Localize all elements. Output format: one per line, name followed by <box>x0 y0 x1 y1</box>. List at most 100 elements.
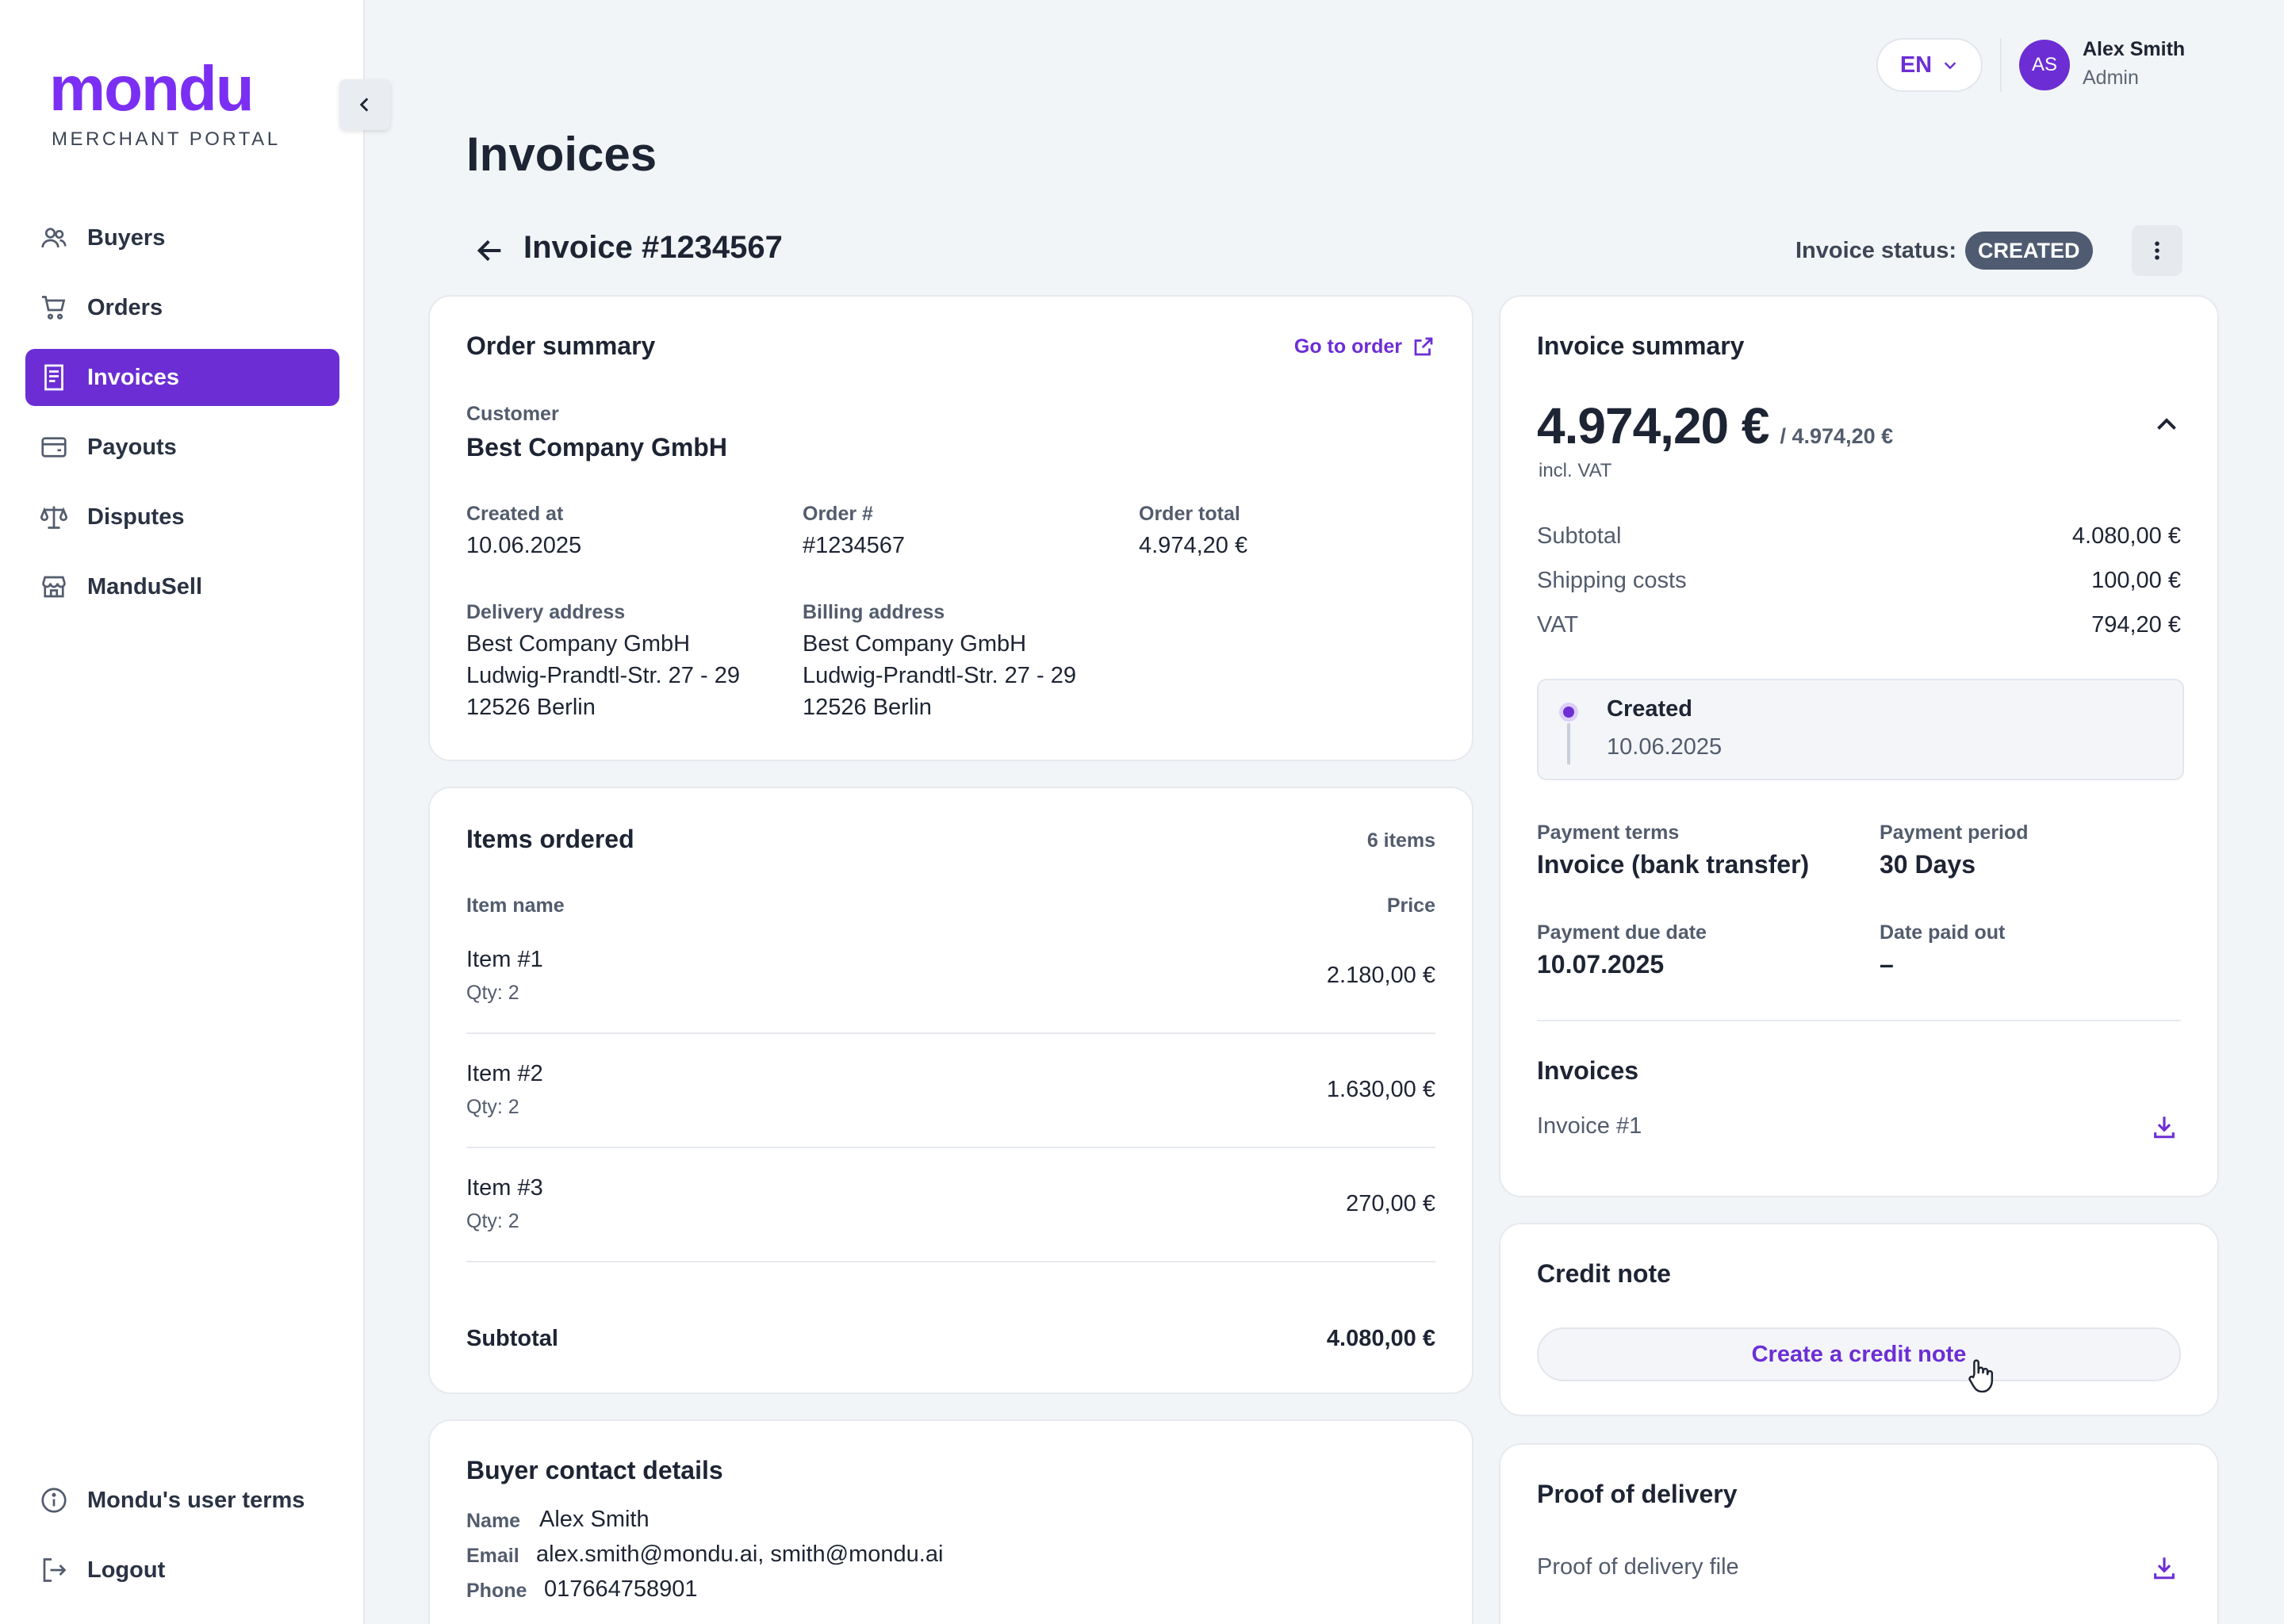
sidebar-item-orders[interactable]: Orders <box>25 279 339 336</box>
sidebar: mondu MERCHANT PORTAL Buyers Orders Invo… <box>0 0 365 1624</box>
buyer-contact-card: Buyer contact details Name Alex Smith Em… <box>428 1419 1473 1624</box>
billing-address-label: Billing address <box>803 601 945 623</box>
due-date-label: Payment due date <box>1537 921 1707 944</box>
more-options-button[interactable] <box>2132 225 2182 276</box>
sidebar-item-label: Logout <box>87 1557 166 1583</box>
go-to-order-link[interactable]: Go to order <box>1294 335 1435 358</box>
billing-address-line: Best Company GmbH <box>803 631 1027 657</box>
language-selector[interactable]: EN <box>1876 38 1983 92</box>
logo-subtitle: MERCHANT PORTAL <box>52 128 281 150</box>
download-invoice-button[interactable] <box>2151 1113 2178 1144</box>
header-divider <box>2000 38 2002 92</box>
buyer-contact-title: Buyer contact details <box>466 1456 723 1484</box>
invoice-file-label: Invoice #1 <box>1537 1113 1642 1139</box>
order-number-label: Order # <box>803 503 873 525</box>
summary-label: VAT <box>1537 612 1579 638</box>
subtotal-label: Subtotal <box>466 1326 558 1351</box>
items-ordered-title: Items ordered <box>466 825 634 853</box>
incl-vat-note: incl. VAT <box>1539 460 1612 481</box>
column-header-price: Price <box>1386 894 1435 917</box>
kebab-icon <box>2155 241 2159 260</box>
summary-value: 4.080,00 € <box>2071 523 2181 549</box>
invoice-timeline: Created 10.06.2025 <box>1537 679 2184 780</box>
page-title: Invoices <box>466 128 657 181</box>
sidebar-item-mondusell[interactable]: ManduSell <box>25 558 339 615</box>
invoice-status-label: Invoice status: <box>1795 238 1957 263</box>
back-button[interactable] <box>474 235 506 270</box>
avatar[interactable]: AS <box>2019 40 2070 90</box>
contact-phone-label: Phone <box>466 1580 527 1602</box>
payment-period-value: 30 Days <box>1880 850 1976 879</box>
summary-label: Shipping costs <box>1537 568 1687 593</box>
column-header-item-name: Item name <box>466 894 565 917</box>
invoice-summary-title: Invoice summary <box>1537 331 1745 360</box>
sidebar-item-invoices[interactable]: Invoices <box>25 349 339 406</box>
proof-of-delivery-card: Proof of delivery Proof of delivery file <box>1499 1443 2219 1624</box>
item-qty: Qty: 2 <box>466 982 519 1004</box>
invoice-title: Invoice #1234567 <box>523 230 783 265</box>
sidebar-item-user-terms[interactable]: Mondu's user terms <box>25 1472 339 1529</box>
info-icon <box>38 1484 70 1516</box>
chevron-up-icon <box>2157 418 2176 430</box>
collapse-sidebar-button[interactable] <box>339 79 390 130</box>
scales-icon <box>38 501 70 533</box>
create-credit-note-button[interactable]: Create a credit note <box>1537 1327 2181 1381</box>
sidebar-item-payouts[interactable]: Payouts <box>25 419 339 476</box>
sidebar-item-logout[interactable]: Logout <box>25 1542 339 1599</box>
arrow-left-icon <box>477 239 501 262</box>
summary-label: Subtotal <box>1537 523 1622 549</box>
brand-logo[interactable]: mondu MERCHANT PORTAL <box>49 57 281 151</box>
sidebar-item-buyers[interactable]: Buyers <box>25 209 339 266</box>
created-at-label: Created at <box>466 503 564 525</box>
summary-row-shipping: Shipping costs 100,00 € <box>1537 568 2181 594</box>
logout-icon <box>38 1554 70 1586</box>
receipt-icon <box>38 362 70 393</box>
proof-of-delivery-title: Proof of delivery <box>1537 1480 1738 1508</box>
cart-icon <box>38 292 70 324</box>
summary-row-subtotal: Subtotal 4.080,00 € <box>1537 523 2181 550</box>
download-proof-button[interactable] <box>2151 1554 2178 1585</box>
credit-note-title: Credit note <box>1537 1259 1671 1288</box>
status-badge: CREATED <box>1965 232 2093 270</box>
row-divider <box>466 1032 1435 1034</box>
go-to-order-label: Go to order <box>1293 335 1402 358</box>
credit-note-card: Credit note Create a credit note <box>1499 1223 2219 1416</box>
item-qty: Qty: 2 <box>466 1096 519 1118</box>
payment-terms-value: Invoice (bank transfer) <box>1537 850 1810 879</box>
delivery-address-line: Best Company GmbH <box>466 631 691 657</box>
order-summary-title: Order summary <box>466 331 656 360</box>
timeline-dot <box>1559 703 1578 722</box>
item-price: 270,00 € <box>1346 1191 1435 1216</box>
item-price: 2.180,00 € <box>1326 963 1435 988</box>
language-value: EN <box>1899 52 1933 78</box>
row-divider <box>466 1147 1435 1148</box>
external-link-icon <box>1414 337 1433 356</box>
items-ordered-card: Items ordered 6 items Item name Price It… <box>428 787 1473 1394</box>
item-qty: Qty: 2 <box>466 1210 519 1232</box>
due-date-value: 10.07.2025 <box>1537 950 1665 979</box>
payment-terms-label: Payment terms <box>1537 822 1680 844</box>
customer-label: Customer <box>466 403 559 425</box>
sidebar-bottom: Mondu's user terms Logout <box>25 1472 339 1611</box>
contact-phone-value: 017664758901 <box>544 1576 698 1602</box>
item-name: Item #2 <box>466 1061 543 1086</box>
contact-email-label: Email <box>466 1545 519 1567</box>
hand-cursor-icon <box>1965 1358 1995 1398</box>
sidebar-item-label: ManduSell <box>87 573 203 599</box>
contact-email-value: alex.smith@mondu.ai, smith@mondu.ai <box>536 1542 944 1567</box>
sidebar-item-disputes[interactable]: Disputes <box>25 488 339 546</box>
store-icon <box>38 571 70 603</box>
collapse-summary-button[interactable] <box>2152 411 2181 443</box>
summary-value: 100,00 € <box>2091 568 2181 593</box>
sidebar-item-label: Payouts <box>87 434 177 460</box>
invoices-section-title: Invoices <box>1537 1056 1639 1085</box>
invoice-amount-value: 4.974,20 € <box>1537 397 1769 454</box>
timeline-date: 10.06.2025 <box>1607 734 1723 760</box>
sidebar-item-label: Buyers <box>87 224 166 251</box>
sidebar-nav: Buyers Orders Invoices Payouts Disputes <box>25 209 339 628</box>
wallet-icon <box>38 431 70 463</box>
item-name: Item #1 <box>466 947 543 972</box>
users-icon <box>38 222 70 254</box>
invoice-amount: 4.974,20 € / 4.974,20 € <box>1537 396 1893 455</box>
chevron-down-icon <box>1944 62 1956 70</box>
